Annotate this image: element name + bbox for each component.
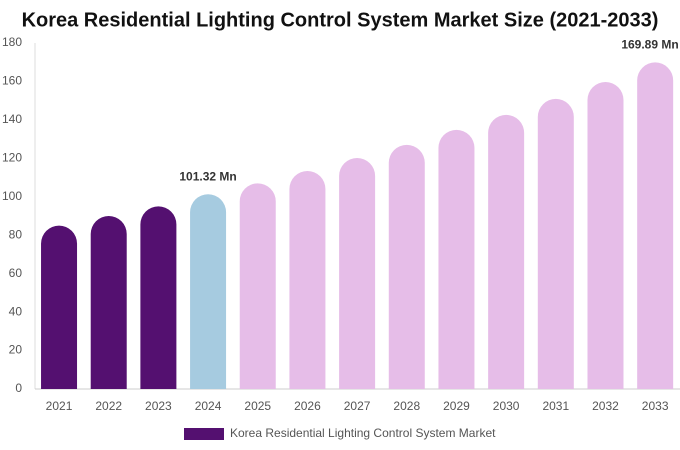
x-tick-label: 2022 <box>95 399 122 413</box>
x-tick-label: 2027 <box>344 399 371 413</box>
bar <box>140 206 177 389</box>
y-tick-label: 180 <box>2 35 22 49</box>
x-tick-label: 2025 <box>244 399 271 413</box>
bar <box>388 144 425 389</box>
x-tick-label: 2031 <box>542 399 569 413</box>
x-tick-label: 2024 <box>195 399 222 413</box>
x-tick-label: 2033 <box>642 399 669 413</box>
y-tick-label: 0 <box>15 381 22 395</box>
y-tick-label: 40 <box>9 304 23 318</box>
legend-swatch <box>184 428 224 440</box>
y-tick-label: 160 <box>2 74 22 88</box>
bar <box>537 98 574 389</box>
y-tick-label: 20 <box>9 343 23 357</box>
x-tick-label: 2021 <box>46 399 73 413</box>
bar <box>41 225 78 389</box>
bar <box>637 62 674 390</box>
x-tick-label: 2028 <box>393 399 420 413</box>
bar <box>488 114 525 389</box>
x-tick-label: 2029 <box>443 399 470 413</box>
bar <box>239 183 276 389</box>
y-tick-label: 100 <box>2 189 22 203</box>
bar <box>587 82 624 389</box>
value-label: 101.32 Mn <box>179 169 236 183</box>
y-tick-label: 80 <box>9 227 23 241</box>
bar <box>90 216 127 389</box>
x-tick-label: 2030 <box>493 399 520 413</box>
bar <box>190 194 227 389</box>
legend-label: Korea Residential Lighting Control Syste… <box>230 426 496 440</box>
x-tick-label: 2026 <box>294 399 321 413</box>
y-tick-label: 60 <box>9 266 23 280</box>
x-tick-label: 2023 <box>145 399 172 413</box>
x-tick-label: 2032 <box>592 399 619 413</box>
value-label: 169.89 Mn <box>621 38 678 52</box>
y-tick-label: 140 <box>2 112 22 126</box>
bar <box>339 157 376 389</box>
chart-title: Korea Residential Lighting Control Syste… <box>22 9 659 31</box>
bar <box>289 171 326 389</box>
bar <box>438 129 475 389</box>
y-tick-label: 120 <box>2 151 22 165</box>
